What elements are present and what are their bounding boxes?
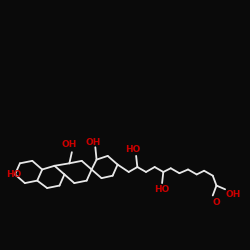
Text: HO: HO [154, 185, 170, 194]
Text: OH: OH [225, 190, 240, 199]
Text: O: O [212, 198, 220, 207]
Text: HO: HO [6, 170, 21, 179]
Text: OH: OH [85, 138, 100, 147]
Text: OH: OH [62, 140, 77, 149]
Text: HO: HO [125, 145, 140, 154]
